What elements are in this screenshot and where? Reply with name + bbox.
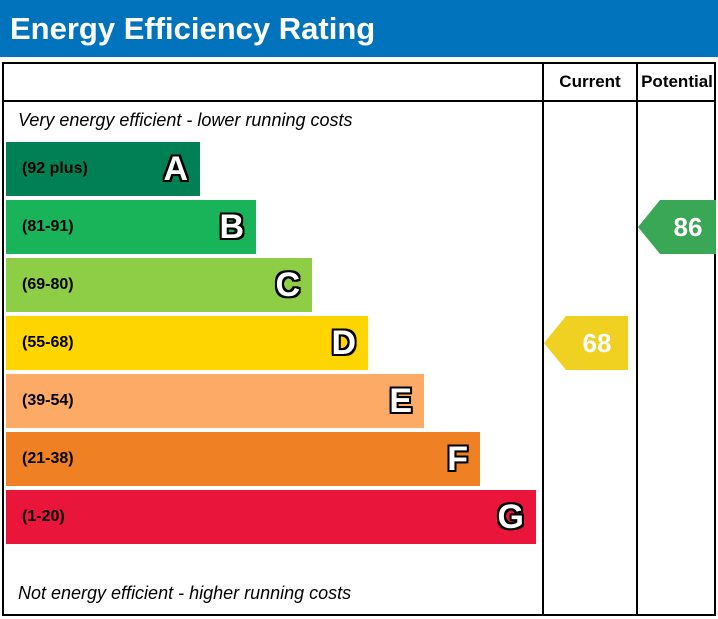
band-c-grade: C [275, 265, 300, 304]
band-g-range: (1-20) [22, 508, 65, 525]
band-g: (1-20) G [6, 490, 536, 544]
band-a-range: (92 plus) [22, 160, 88, 177]
band-e-range: (39-54) [22, 392, 74, 409]
band-f: (21-38) F [6, 432, 480, 486]
current-rating-marker: 68 [544, 316, 628, 370]
band-a-grade: A [163, 149, 188, 188]
band-f-grade: F [447, 439, 468, 478]
column-divider-current [542, 64, 544, 614]
rating-markers: 68 86 [4, 142, 716, 577]
current-rating-value: 68 [566, 316, 628, 370]
potential-rating-marker: 86 [638, 200, 716, 254]
chart-table-frame: Current Potential Very energy efficient … [2, 62, 716, 616]
header-divider [4, 100, 714, 102]
band-f-range: (21-38) [22, 450, 74, 467]
current-marker-arrow-icon [544, 316, 566, 370]
chart-title-bar: Energy Efficiency Rating [0, 0, 718, 57]
band-d: (55-68) D [6, 316, 368, 370]
band-b: (81-91) B [6, 200, 256, 254]
rating-bands: (92 plus) A (81-91) B (69-80) C (55-68) … [6, 142, 542, 577]
band-d-grade: D [331, 323, 356, 362]
caption-top: Very energy efficient - lower running co… [18, 110, 353, 130]
band-e-grade: E [389, 381, 412, 420]
page-title: Energy Efficiency Rating [10, 10, 376, 46]
band-b-grade: B [219, 207, 244, 246]
band-b-range: (81-91) [22, 218, 74, 235]
column-header-current: Current [559, 72, 621, 91]
column-divider-potential [636, 64, 638, 614]
column-header-potential: Potential [641, 72, 713, 91]
band-d-range: (55-68) [22, 334, 74, 351]
potential-rating-value: 86 [660, 200, 716, 254]
band-c-range: (69-80) [22, 276, 74, 293]
band-a: (92 plus) A [6, 142, 200, 196]
band-e: (39-54) E [6, 374, 424, 428]
potential-marker-arrow-icon [638, 200, 660, 254]
band-g-grade: G [497, 497, 524, 536]
table-header-row: Current Potential [4, 64, 714, 102]
band-c: (69-80) C [6, 258, 312, 312]
caption-bottom: Not energy efficient - higher running co… [18, 583, 352, 603]
